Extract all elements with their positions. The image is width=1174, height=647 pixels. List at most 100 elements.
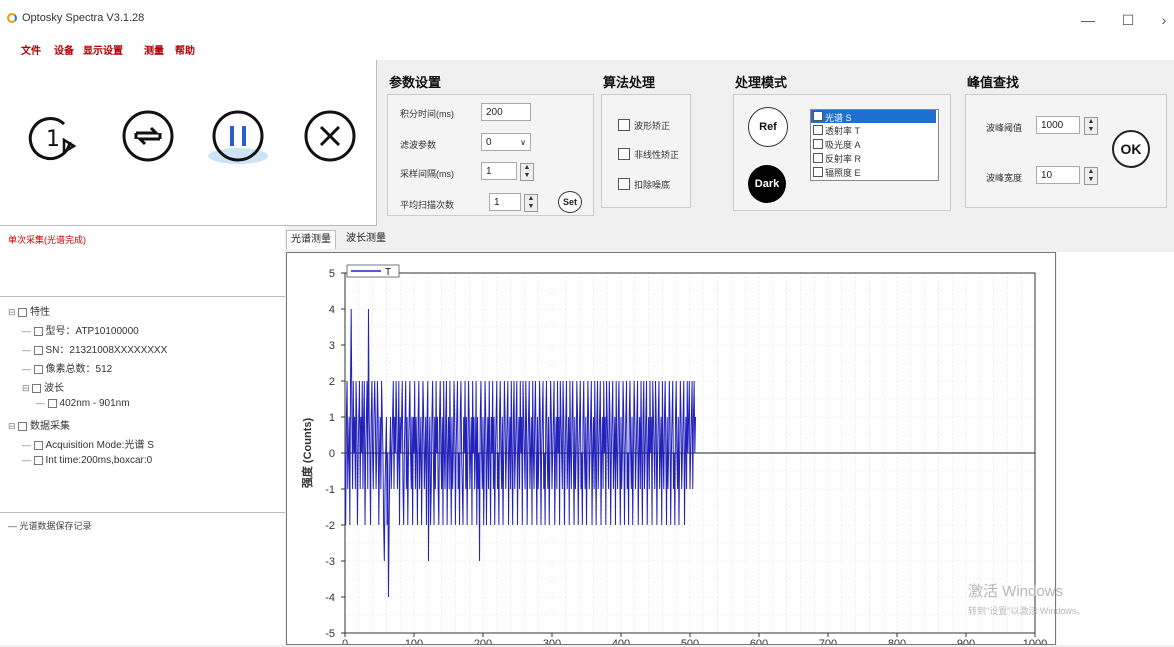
filter-value: 0 xyxy=(486,137,492,148)
x-tick-label: 300 xyxy=(543,638,561,644)
mode-checkbox-r[interactable] xyxy=(813,153,823,163)
continuous-acquire-icon[interactable] xyxy=(118,106,178,166)
tree-node[interactable]: ⊟ 数据采集 xyxy=(8,417,70,432)
tab-spectrum[interactable]: 光谱测量 xyxy=(286,230,336,249)
tree-node[interactable]: — Int time:200ms,boxcar:0 xyxy=(22,455,152,466)
menu-measure[interactable]: 测量 xyxy=(144,46,164,57)
side-blank-area xyxy=(1057,252,1174,645)
single-acquire-icon[interactable]: 1 xyxy=(20,106,80,166)
selected-row-highlight xyxy=(811,110,936,123)
tree-node[interactable]: — Acquisition Mode:光谱 S xyxy=(22,436,154,451)
threshold-input[interactable]: 1000 xyxy=(1036,116,1080,134)
mode-checkbox-e[interactable] xyxy=(813,167,823,177)
width-input[interactable]: 10 xyxy=(1036,166,1080,184)
nonlinear-correction-checkbox[interactable] xyxy=(618,148,630,160)
mode-checkbox-s[interactable] xyxy=(813,111,823,121)
ok-button[interactable]: OK xyxy=(1112,130,1150,168)
tree-node[interactable]: ⊟ 波长 xyxy=(22,379,64,394)
interval-label: 采样间隔(ms) xyxy=(400,169,454,179)
tree-node-label: Acquisition Mode:光谱 S xyxy=(45,440,154,451)
algo-title: 算法处理 xyxy=(603,75,656,90)
tree-expander-icon[interactable]: ⊟ xyxy=(22,383,33,393)
y-tick-label: 4 xyxy=(329,304,335,316)
tree-node[interactable]: — 像素总数：512 xyxy=(22,360,112,375)
x-tick-label: 700 xyxy=(819,638,837,644)
subtract-noise-checkbox[interactable] xyxy=(618,178,630,190)
x-tick-label: 200 xyxy=(474,638,492,644)
mode-title: 处理模式 xyxy=(735,75,788,90)
integration-time-input[interactable]: 200 xyxy=(481,103,531,121)
width-spinner-icon[interactable]: ▲ ▼ xyxy=(1084,167,1098,185)
threshold-spinner-icon[interactable]: ▲ ▼ xyxy=(1084,117,1098,135)
close-window-button[interactable]: › xyxy=(1161,12,1167,28)
mode-listbox[interactable]: 光谱 S 透射率 T 吸光度 A 反射率 R 辐照度 E xyxy=(810,109,939,181)
spectrum-chart[interactable]: 5 4 3 2 1 0 -1 -2 -3 -4 -5 0 100 200 300 400 500 600 700 80… xyxy=(287,253,1055,647)
mode-option-e[interactable]: 辐照度 E xyxy=(825,168,861,178)
status-message: 单次采集(光谱完成) xyxy=(8,235,86,245)
tree-node-icon xyxy=(33,440,43,450)
save-record-panel: — 光谱数据保存记录 xyxy=(0,513,285,645)
y-tick-label: -5 xyxy=(325,628,335,640)
menu-file[interactable]: 文件 xyxy=(21,46,41,57)
title-bar: Optosky Spectra V3.1.28 — ☐ › xyxy=(0,0,1174,38)
tab-wavelength[interactable]: 波长测量 xyxy=(346,233,386,244)
y-tick-label: -1 xyxy=(325,484,335,496)
mode-checkbox-t[interactable] xyxy=(813,125,823,135)
tree-expander-icon[interactable]: ⊟ xyxy=(8,307,19,317)
tree-node[interactable]: ⊟ 特性 xyxy=(8,303,50,318)
y-axis-label: 强度 (Counts) xyxy=(300,418,314,489)
mode-option-s[interactable]: 光谱 S xyxy=(825,113,852,123)
x-tick-label: 1000 xyxy=(1023,638,1047,644)
threshold-label: 波峰阈值 xyxy=(986,123,1023,133)
save-record-row: — 光谱数据保存记录 xyxy=(8,521,92,531)
dark-button[interactable]: Dark xyxy=(748,165,786,203)
tree-node[interactable]: — 型号：ATP10100000 xyxy=(22,322,139,337)
waveform-correction-checkbox[interactable] xyxy=(618,119,630,131)
maximize-button[interactable]: ☐ xyxy=(1121,12,1135,28)
tree-node-label: 型号：ATP10100000 xyxy=(45,326,139,337)
svg-text:1: 1 xyxy=(46,127,60,152)
interval-input[interactable]: 1 xyxy=(481,162,517,180)
x-tick-label: 500 xyxy=(681,638,699,644)
tree-node-icon xyxy=(33,345,43,355)
filter-label: 滤波参数 xyxy=(400,140,437,150)
filter-select[interactable]: 0 ∨ xyxy=(481,133,531,151)
tree-node-label: Int time:200ms,boxcar:0 xyxy=(45,455,153,466)
pause-icon[interactable] xyxy=(206,106,270,166)
spectrum-chart-frame: 5 4 3 2 1 0 -1 -2 -3 -4 -5 0 100 200 300 400 500 600 700 80… xyxy=(286,252,1056,647)
tree-expander-icon[interactable]: ⊟ xyxy=(8,421,19,431)
ref-button[interactable]: Ref xyxy=(748,107,788,147)
tree-expander-icon: — xyxy=(22,364,34,374)
tree-node[interactable]: — SN：21321008XXXXXXXX xyxy=(22,341,167,356)
menu-device[interactable]: 设备 xyxy=(54,46,74,57)
avg-spinner-icon[interactable]: ▲ ▼ xyxy=(524,194,538,212)
series-line-T[interactable] xyxy=(344,308,697,598)
avg-scans-input[interactable]: 1 xyxy=(489,193,521,211)
tree-expander-icon: — xyxy=(36,398,48,408)
x-tick-label: 600 xyxy=(750,638,768,644)
status-panel: 单次采集(光谱完成) xyxy=(0,226,285,297)
stop-icon[interactable] xyxy=(300,106,360,166)
y-tick-label: 5 xyxy=(329,268,335,280)
mode-checkbox-a[interactable] xyxy=(813,139,823,149)
params-title: 参数设置 xyxy=(389,75,442,90)
nonlinear-correction-label: 非线性矫正 xyxy=(634,150,680,160)
watermark-line2: 转到"设置"以激活 Windows。 xyxy=(968,606,1086,616)
tree-node-icon xyxy=(18,421,28,431)
tree-expander-icon: — xyxy=(22,345,34,355)
acquisition-toolbar: 1 xyxy=(0,60,377,226)
mode-option-r[interactable]: 反射率 R xyxy=(825,154,862,164)
minimize-button[interactable]: — xyxy=(1081,12,1095,28)
y-tick-label: 0 xyxy=(329,448,335,460)
mode-option-t[interactable]: 透射率 T xyxy=(825,126,860,136)
menu-help[interactable]: 帮助 xyxy=(175,46,195,57)
waveform-correction-label: 波形矫正 xyxy=(634,121,671,131)
mode-option-a[interactable]: 吸光度 A xyxy=(825,140,861,150)
tree-node[interactable]: — 402nm - 901nm xyxy=(36,398,130,409)
interval-spinner-icon[interactable]: ▲ ▼ xyxy=(520,163,534,181)
menu-display-settings[interactable]: 显示设置 xyxy=(83,46,123,57)
y-tick-label: 3 xyxy=(329,340,335,352)
set-button[interactable]: Set xyxy=(558,191,582,213)
tree-node-icon xyxy=(33,455,43,465)
tree-node-label: 402nm - 901nm xyxy=(59,398,130,409)
